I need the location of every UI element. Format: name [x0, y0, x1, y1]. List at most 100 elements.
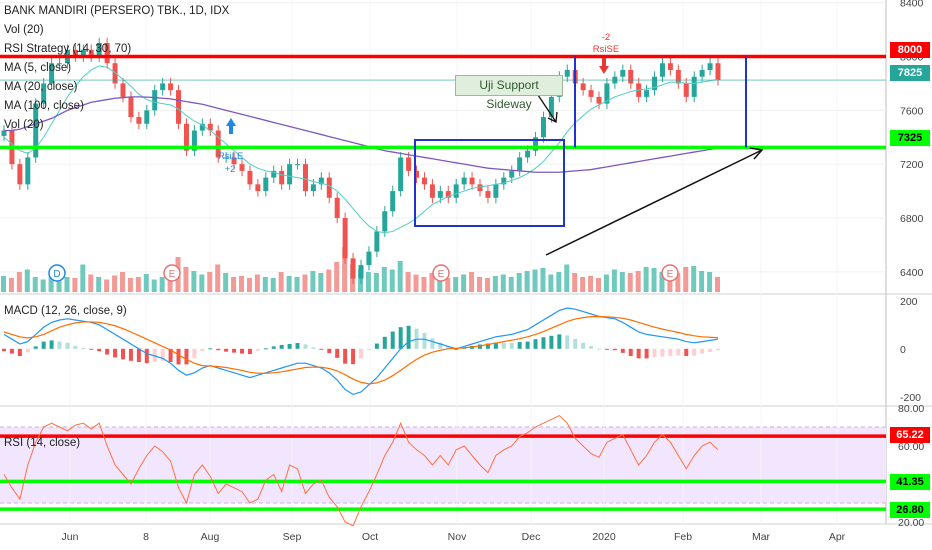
volume-bar: [453, 277, 459, 292]
event-marker-label: E: [169, 269, 176, 280]
legend-item-ma100[interactable]: MA (100, close): [4, 100, 84, 112]
macd-histogram-bar: [240, 348, 244, 354]
legend-item-ma20[interactable]: MA (20, close): [4, 81, 78, 93]
candle-body: [207, 123, 213, 131]
legend-item-vol-2[interactable]: Vol (20): [4, 119, 44, 131]
volume-bar: [588, 276, 594, 292]
candle-body: [326, 177, 332, 198]
rsi-band: [0, 427, 886, 503]
macd-histogram-bar: [438, 342, 443, 349]
support-sideway-callout: Uji Support Sideway: [455, 75, 563, 111]
candle-body: [358, 265, 364, 279]
time-tick-label: Feb: [674, 531, 692, 543]
macd-tick-label: 200: [900, 296, 918, 308]
candle-body: [453, 184, 459, 198]
volume-bar: [72, 278, 78, 292]
volume-bar: [96, 277, 102, 292]
event-marker-label: E: [438, 269, 445, 280]
rsi-legend[interactable]: RSI (14, close): [4, 437, 81, 449]
legend-item-vol[interactable]: Vol (20): [4, 24, 44, 36]
volume-bar: [564, 264, 570, 292]
candle-body: [247, 170, 253, 185]
chart-title[interactable]: BANK MANDIRI (PERSERO) TBK., 1D, IDX: [4, 5, 230, 17]
macd-histogram-bar: [65, 342, 70, 349]
candle-body: [477, 184, 483, 192]
macd-histogram-bar: [501, 342, 506, 349]
volume-bar: [135, 277, 141, 292]
volume-bar: [342, 247, 348, 292]
candle-body: [239, 164, 245, 171]
macd-histogram-bar: [168, 348, 173, 362]
macd-histogram-bar: [612, 348, 617, 351]
ma100-line: [4, 96, 719, 173]
rsi-line: [3, 414, 719, 527]
candle-body: [580, 83, 586, 91]
macd-histogram-bar: [2, 348, 6, 352]
volume-bar: [516, 273, 522, 292]
candle-body: [25, 157, 31, 185]
macd-histogram-bar: [406, 325, 411, 349]
volume-bar: [381, 267, 387, 292]
volume-bar: [64, 277, 70, 292]
volume-bar: [556, 272, 562, 292]
macd-histogram-bar: [176, 348, 181, 365]
candle-body: [620, 69, 626, 77]
macd-histogram-bar: [216, 348, 221, 351]
candle-body: [421, 177, 427, 185]
macd-histogram-bar: [644, 348, 649, 359]
candle-body: [342, 217, 348, 259]
legend-item-ma5[interactable]: MA (5, close): [4, 62, 72, 74]
macd-histogram-bar: [676, 348, 681, 356]
candle-body: [72, 49, 78, 57]
candle-body: [437, 191, 443, 198]
volume-bar: [699, 271, 705, 292]
volume-bar: [508, 277, 514, 292]
macd-histogram-bar: [525, 341, 530, 349]
macd-histogram-bar: [121, 348, 125, 360]
candle-body: [675, 69, 681, 84]
ma20-line: [3, 65, 719, 234]
volume-bar: [405, 272, 411, 292]
volume-bar: [246, 278, 252, 292]
volume-bar: [492, 276, 498, 292]
volume-bar: [445, 278, 451, 292]
macd-histogram-bar: [652, 348, 657, 358]
time-tick-label: 2020: [592, 531, 616, 543]
candle-body: [112, 63, 118, 84]
candle-body: [183, 123, 189, 151]
macd-histogram-bar: [398, 327, 403, 349]
macd-histogram-bar: [390, 331, 395, 349]
time-tick-label: Oct: [362, 531, 378, 543]
volume-bar: [120, 272, 125, 292]
candle-body: [588, 90, 594, 97]
legend-item-rsi-strategy[interactable]: RSI Strategy (14, 30, 70): [4, 43, 132, 55]
volume-bar: [373, 273, 379, 292]
candle-body: [374, 231, 380, 252]
rsi-le-label: RsiLE: [218, 151, 244, 162]
candle-body: [715, 63, 721, 81]
macd-legend[interactable]: MACD (12, 26, close, 9): [4, 305, 127, 317]
macd-histogram-bar: [620, 348, 625, 353]
macd-histogram-bar: [589, 346, 594, 349]
macd-histogram-bar: [255, 348, 260, 351]
time-tick-label: 8: [143, 531, 149, 543]
trend-arrowhead: [749, 147, 764, 160]
macd-histogram-bar: [25, 348, 30, 353]
macd-histogram-bar: [565, 335, 570, 349]
volume-bar: [40, 279, 46, 292]
candle-body: [469, 177, 475, 185]
time-tick-label: Mar: [752, 531, 771, 543]
macd-histogram-bar: [232, 348, 237, 353]
event-marker: [661, 264, 679, 282]
candle-body: [120, 83, 126, 97]
macd-histogram-bar: [105, 348, 110, 355]
candle-body: [57, 63, 63, 65]
macd-histogram-bar: [374, 343, 379, 349]
macd-histogram-bar: [327, 348, 332, 354]
candle-body: [33, 103, 39, 158]
candle-body: [271, 170, 277, 178]
volume-bar: [389, 269, 395, 292]
macd-histogram-bar: [41, 341, 46, 349]
